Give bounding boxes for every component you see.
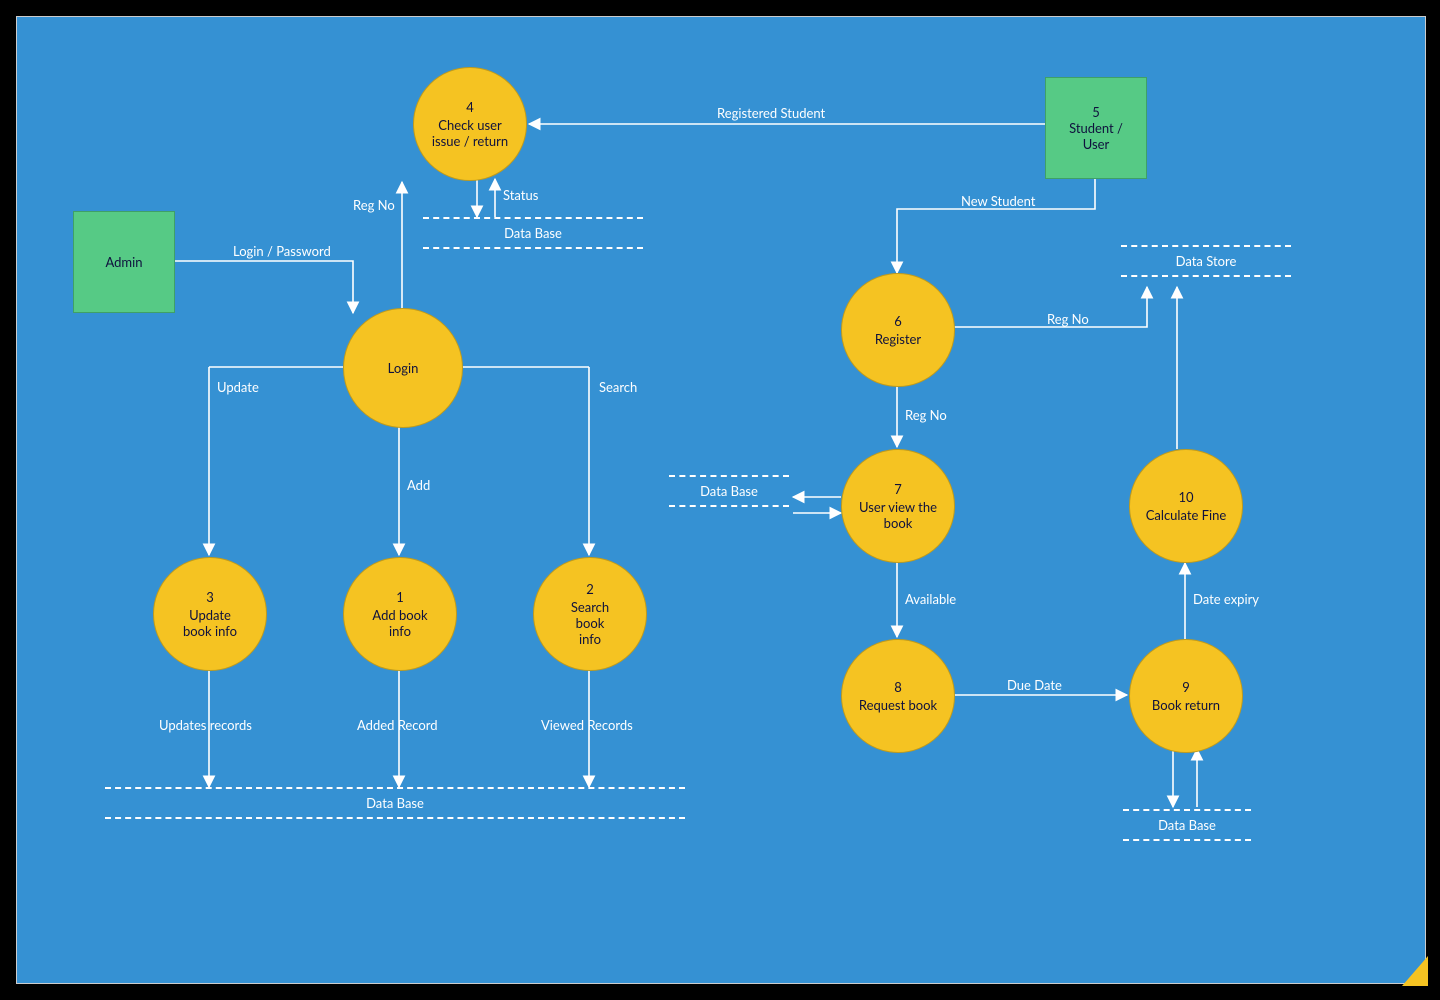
edge-status: Status bbox=[503, 187, 538, 203]
entity-student-user: 5 Student / User bbox=[1045, 77, 1147, 179]
edge-updates-records: Updates records bbox=[159, 717, 252, 733]
process-user-view-label: User view the book bbox=[859, 499, 937, 532]
process-update-book-label: Update book info bbox=[183, 607, 237, 640]
brand-corner-icon bbox=[1402, 956, 1428, 986]
process-check-user-num: 4 bbox=[466, 99, 474, 115]
process-add-book-label: Add book info bbox=[372, 607, 427, 640]
process-update-book: 3 Update book info bbox=[153, 557, 267, 671]
entity-admin-label: Admin bbox=[105, 254, 142, 270]
edge-new-student: New Student bbox=[961, 193, 1035, 209]
diagram-canvas: Admin 5 Student / User 4 Check user issu… bbox=[16, 16, 1426, 984]
process-update-book-num: 3 bbox=[206, 589, 214, 605]
process-check-user: 4 Check user issue / return bbox=[413, 67, 527, 181]
process-request-book-num: 8 bbox=[894, 679, 902, 695]
process-request-book: 8 Request book bbox=[841, 639, 955, 753]
datastore-db-userview-label: Data Base bbox=[669, 477, 789, 505]
process-calc-fine-label: Calculate Fine bbox=[1146, 507, 1227, 523]
process-search-book: 2 Search book info bbox=[533, 557, 647, 671]
entity-student-user-label: Student / User bbox=[1069, 120, 1123, 152]
datastore-db-top: Data Base bbox=[423, 217, 643, 249]
edge-date-expiry: Date expiry bbox=[1193, 591, 1259, 607]
process-user-view: 7 User view the book bbox=[841, 449, 955, 563]
process-user-view-num: 7 bbox=[894, 481, 902, 497]
edge-search: Search bbox=[599, 379, 637, 395]
datastore-db-userview: Data Base bbox=[669, 475, 789, 507]
process-register-num: 6 bbox=[894, 313, 902, 329]
edge-added-record: Added Record bbox=[357, 717, 438, 733]
edge-reg-no-3: Reg No bbox=[905, 407, 947, 423]
edge-reg-no-2: Reg No bbox=[1047, 311, 1089, 327]
edge-login-password: Login / Password bbox=[233, 243, 331, 259]
edge-due-date: Due Date bbox=[1007, 677, 1062, 693]
process-login-label: Login bbox=[388, 360, 419, 376]
process-add-book: 1 Add book info bbox=[343, 557, 457, 671]
process-request-book-label: Request book bbox=[859, 697, 937, 713]
datastore-db-top-label: Data Base bbox=[423, 219, 643, 247]
edge-viewed-records: Viewed Records bbox=[541, 717, 633, 733]
datastore-db-bottom: Data Base bbox=[105, 787, 685, 819]
process-calc-fine-num: 10 bbox=[1178, 489, 1193, 505]
datastore-db-return: Data Base bbox=[1123, 809, 1251, 841]
edge-reg-no-1: Reg No bbox=[353, 197, 395, 213]
edge-add: Add bbox=[407, 477, 430, 493]
entity-admin: Admin bbox=[73, 211, 175, 313]
process-register-label: Register bbox=[875, 331, 921, 347]
datastore-db-return-label: Data Base bbox=[1123, 811, 1251, 839]
process-check-user-label: Check user issue / return bbox=[432, 117, 508, 150]
process-search-book-label: Search book info bbox=[571, 599, 609, 648]
process-book-return-label: Book return bbox=[1152, 697, 1220, 713]
process-add-book-num: 1 bbox=[396, 589, 404, 605]
process-book-return-num: 9 bbox=[1182, 679, 1190, 695]
process-register: 6 Register bbox=[841, 273, 955, 387]
process-search-book-num: 2 bbox=[586, 581, 594, 597]
edge-registered-student: Registered Student bbox=[717, 105, 825, 121]
datastore-data-store: Data Store bbox=[1121, 245, 1291, 277]
entity-student-user-num: 5 bbox=[1092, 104, 1100, 120]
edge-update: Update bbox=[217, 379, 259, 395]
datastore-data-store-label: Data Store bbox=[1121, 247, 1291, 275]
process-calc-fine: 10 Calculate Fine bbox=[1129, 449, 1243, 563]
process-book-return: 9 Book return bbox=[1129, 639, 1243, 753]
datastore-db-bottom-label: Data Base bbox=[105, 789, 685, 817]
process-login: Login bbox=[343, 308, 463, 428]
edge-available: Available bbox=[905, 591, 956, 607]
